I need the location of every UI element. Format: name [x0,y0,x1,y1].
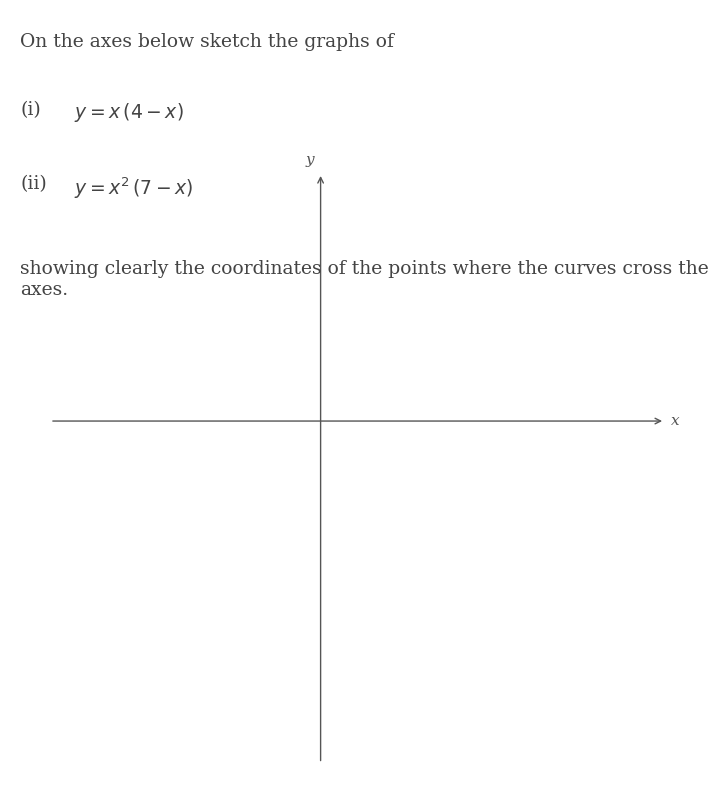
Text: x: x [671,414,680,428]
Text: (i): (i) [20,101,41,119]
Text: y: y [305,153,314,167]
Text: showing clearly the coordinates of the points where the curves cross the coordin: showing clearly the coordinates of the p… [20,260,715,298]
Text: (ii): (ii) [20,176,46,193]
Text: $y=x^2\,(7-x)$: $y=x^2\,(7-x)$ [74,176,193,201]
Text: On the axes below sketch the graphs of: On the axes below sketch the graphs of [20,33,394,51]
Text: $y=x\,(4-x)$: $y=x\,(4-x)$ [74,101,183,124]
